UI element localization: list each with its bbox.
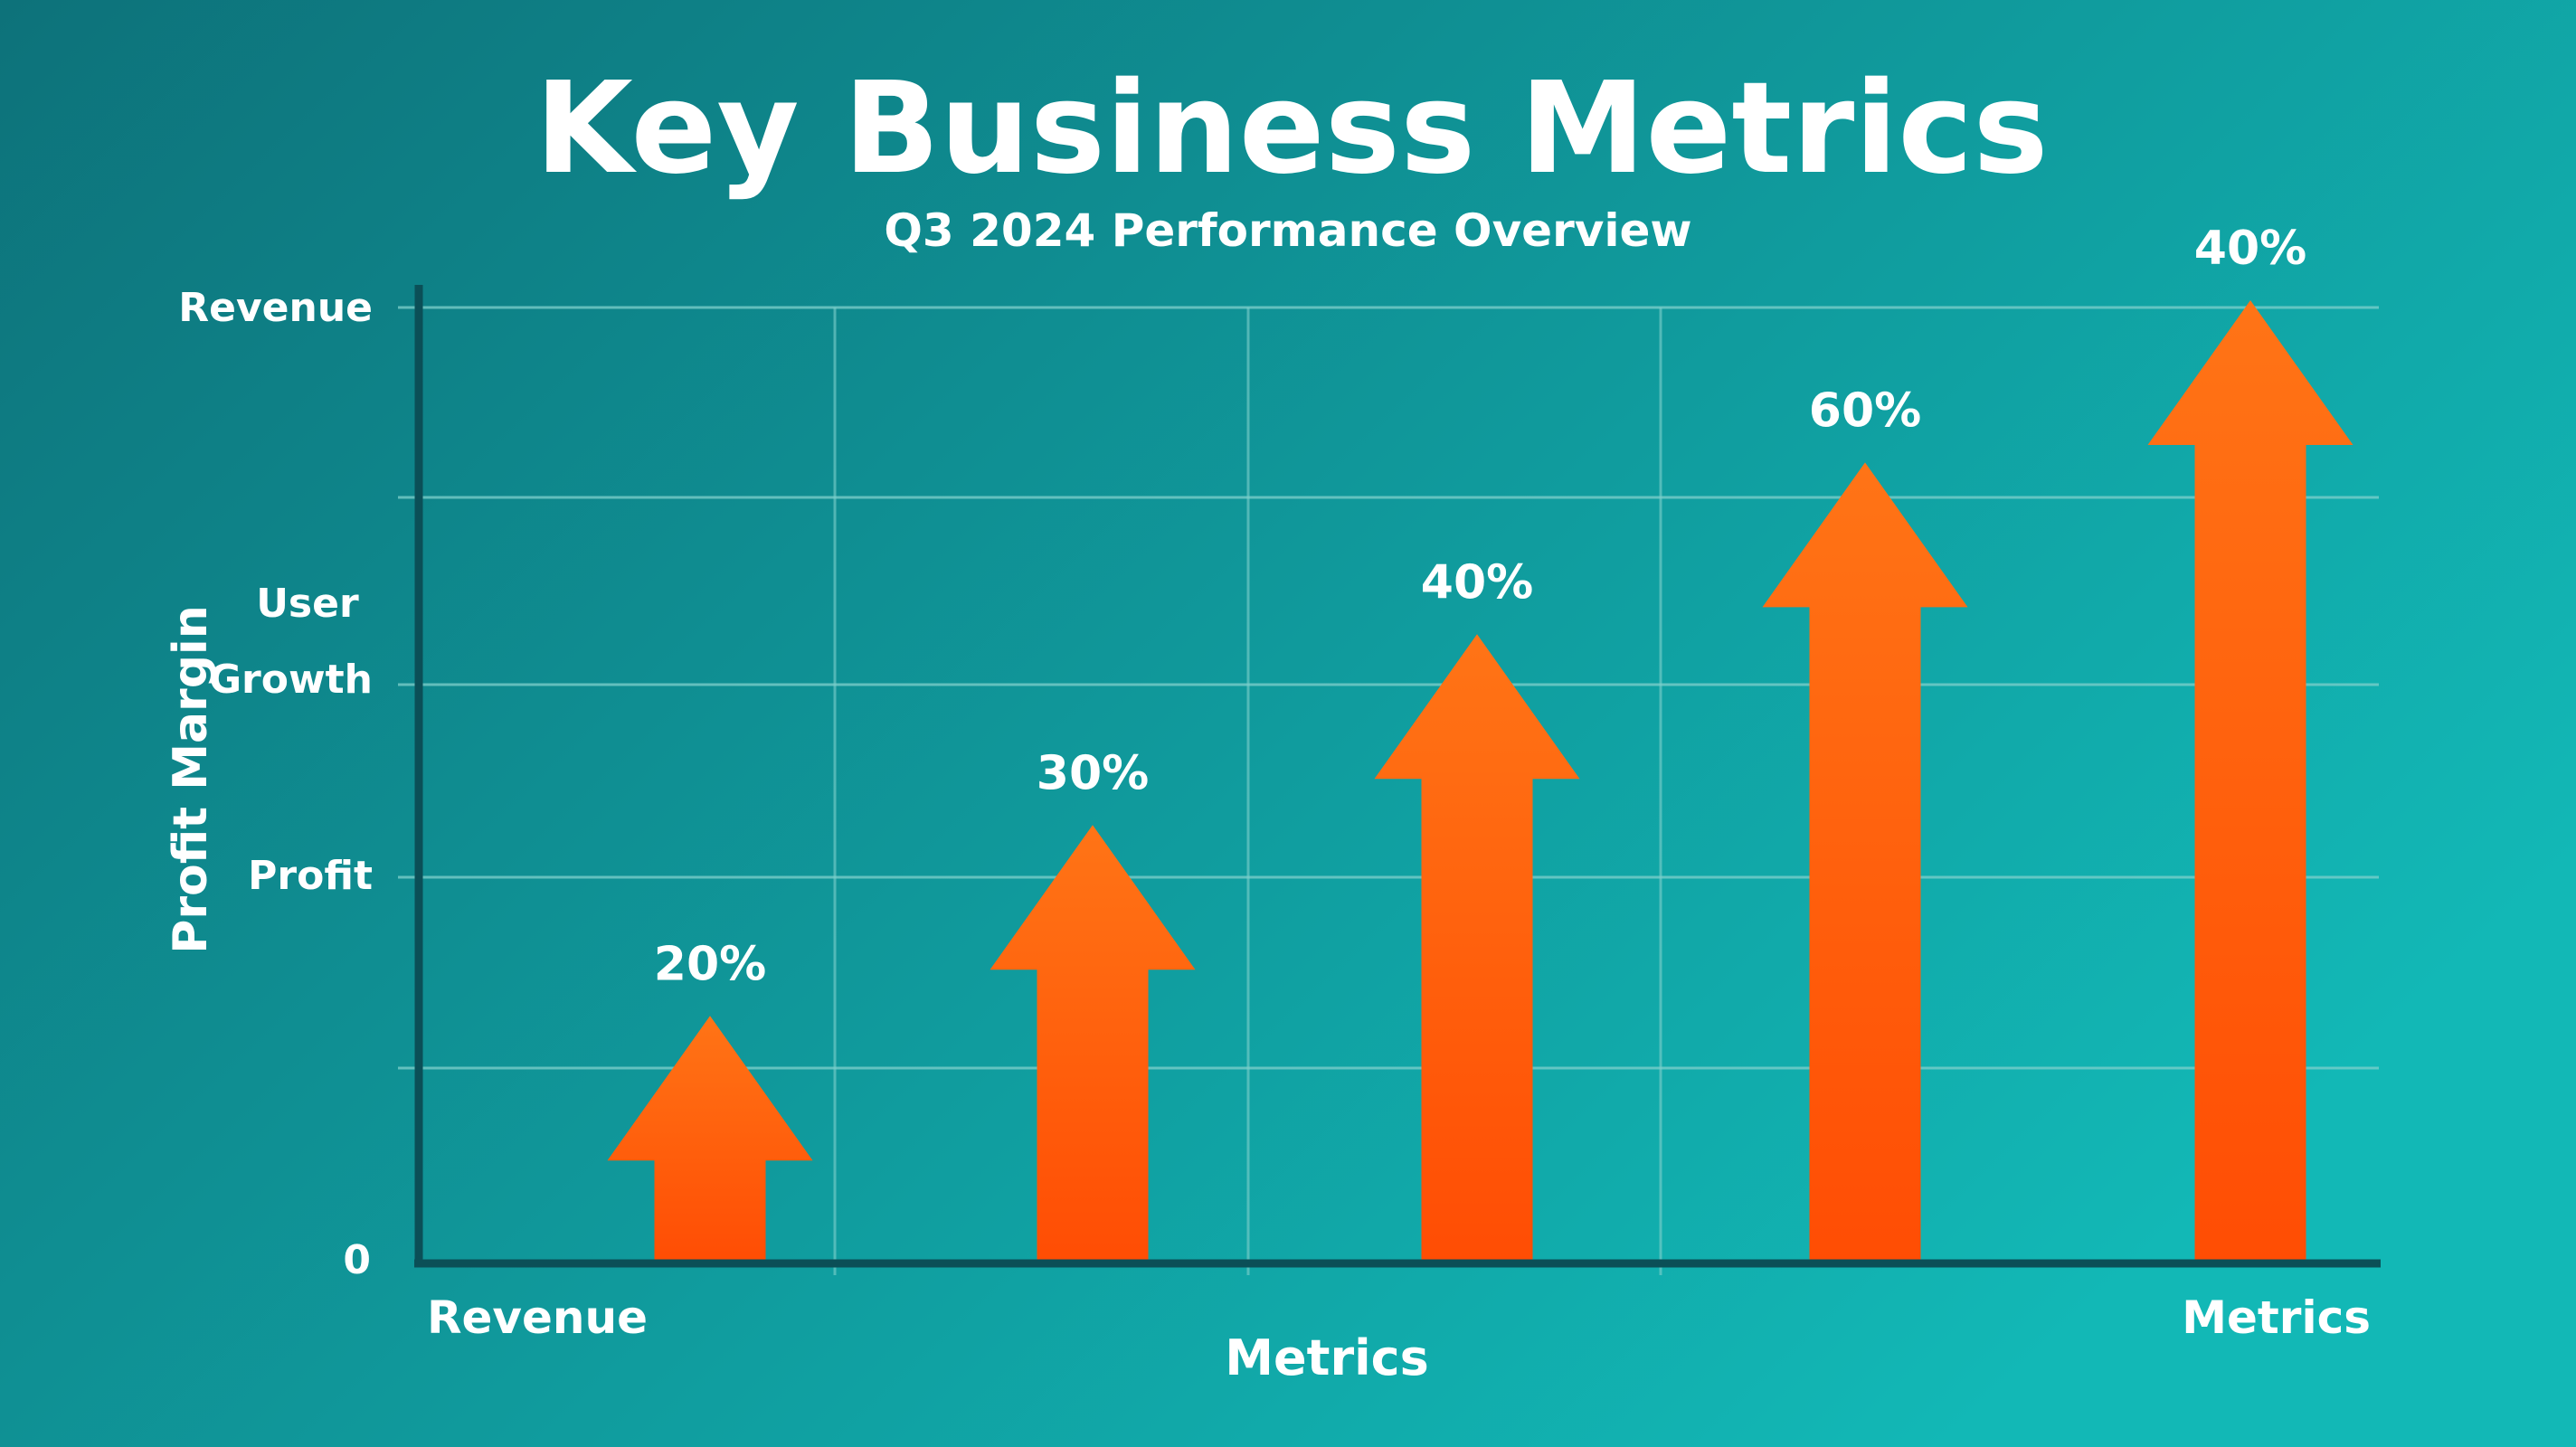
y-tick-user-growth-line2: Growth (209, 657, 373, 703)
data-label: 60% (1809, 383, 1921, 438)
arrow-bar (1374, 634, 1580, 1262)
data-label: 30% (1037, 746, 1149, 800)
y-tick-revenue: Revenue (178, 285, 373, 331)
chart-subtitle: Q3 2024 Performance Overview (884, 204, 1691, 257)
arrow-bar (990, 825, 1196, 1262)
data-label: 40% (1421, 555, 1533, 610)
arrow-bar (1762, 462, 1968, 1263)
data-label: 40% (2194, 222, 2306, 276)
arrow-bar (2147, 300, 2353, 1262)
x-axis-label: Metrics (1225, 1329, 1428, 1386)
chart-title: Key Business Metrics (535, 55, 2048, 203)
arrows: 20% 30% 40% 60% 40% (607, 222, 2353, 1263)
y-tick-user-growth: User Growth (209, 581, 373, 703)
grid (398, 306, 2379, 1275)
y-tick-profit: Profit (248, 853, 373, 899)
arrow-bar (607, 1016, 813, 1262)
x-tick-metrics: Metrics (2182, 1291, 2371, 1344)
data-label: 20% (654, 937, 766, 991)
y-tick-zero: 0 (343, 1237, 371, 1283)
y-tick-user-growth-line1: User (256, 581, 359, 627)
y-axis-label: Profit Margin (164, 605, 218, 954)
x-tick-revenue: Revenue (427, 1291, 648, 1344)
